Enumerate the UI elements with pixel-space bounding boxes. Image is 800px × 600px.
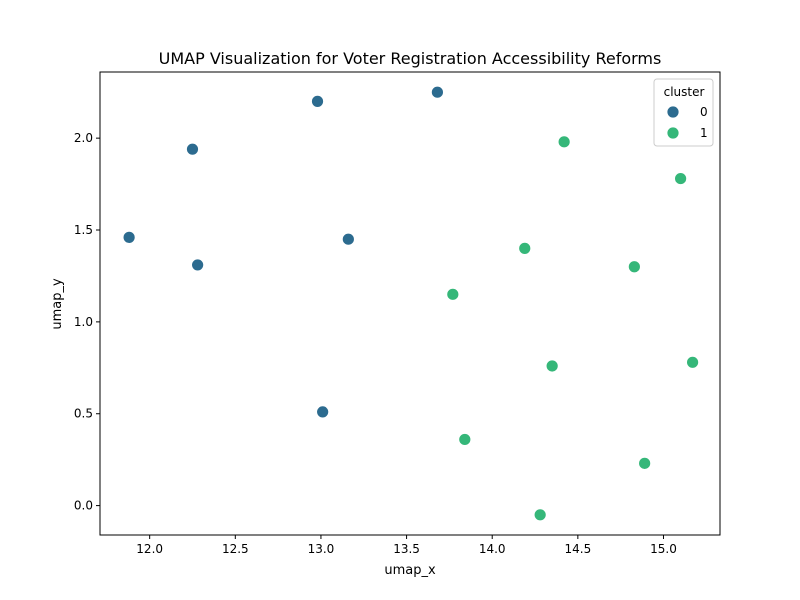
legend: cluster 01 (653, 78, 714, 147)
x-tick-label: 15.0 (650, 542, 677, 556)
chart-title: UMAP Visualization for Voter Registratio… (159, 49, 662, 68)
legend-label: 0 (700, 105, 708, 119)
legend-title: cluster (664, 85, 705, 99)
scatter-point-cluster-1 (627, 260, 641, 274)
x-tick-label: 12.0 (136, 542, 163, 556)
y-axis-label: umap_y (50, 278, 65, 330)
y-tick-label: 1.0 (74, 315, 93, 329)
plot-frame (99, 71, 721, 536)
x-tick-label: 14.5 (564, 542, 591, 556)
y-tick-label: 0.0 (74, 499, 93, 513)
legend-marker-cluster-0 (666, 105, 680, 119)
x-tick-label: 13.5 (393, 542, 420, 556)
legend-items: 01 (666, 105, 708, 140)
scatter-point-cluster-0 (122, 230, 136, 244)
scatter-point-cluster-0 (316, 405, 330, 419)
x-axis-label: umap_x (384, 563, 436, 578)
scatter-point-cluster-0 (341, 232, 355, 246)
scatter-point-cluster-1 (674, 172, 688, 185)
scatter-point-cluster-1 (638, 456, 652, 470)
scatter-point-cluster-1 (446, 287, 460, 301)
scatter-point-cluster-0 (431, 85, 444, 99)
x-axis: 12.0 12.5 13.0 13.5 14.0 14.5 15.0 (136, 535, 677, 556)
legend-marker-cluster-1 (666, 126, 680, 140)
y-tick-label: 1.5 (74, 223, 93, 237)
scatter-point-cluster-1 (458, 433, 472, 446)
scatter-point-cluster-0 (311, 94, 324, 108)
x-tick-label: 13.0 (308, 542, 335, 556)
scatter-point-cluster-0 (186, 142, 199, 156)
scatter-point-cluster-1 (533, 508, 547, 522)
scatter-point-cluster-1 (545, 359, 559, 373)
x-tick-label: 14.0 (479, 542, 506, 556)
plot-area (122, 85, 699, 522)
y-tick-label: 0.5 (74, 407, 93, 421)
scatter-point-cluster-1 (518, 241, 532, 255)
y-axis: 0.0 0.5 1.0 1.5 2.0 (74, 131, 100, 513)
y-tick-label: 2.0 (74, 131, 93, 145)
scatter-point-cluster-1 (557, 135, 571, 149)
scatter-point-cluster-1 (686, 355, 699, 369)
x-tick-label: 12.5 (222, 542, 249, 556)
scatter-point-cluster-0 (191, 258, 205, 272)
legend-label: 1 (700, 126, 708, 140)
